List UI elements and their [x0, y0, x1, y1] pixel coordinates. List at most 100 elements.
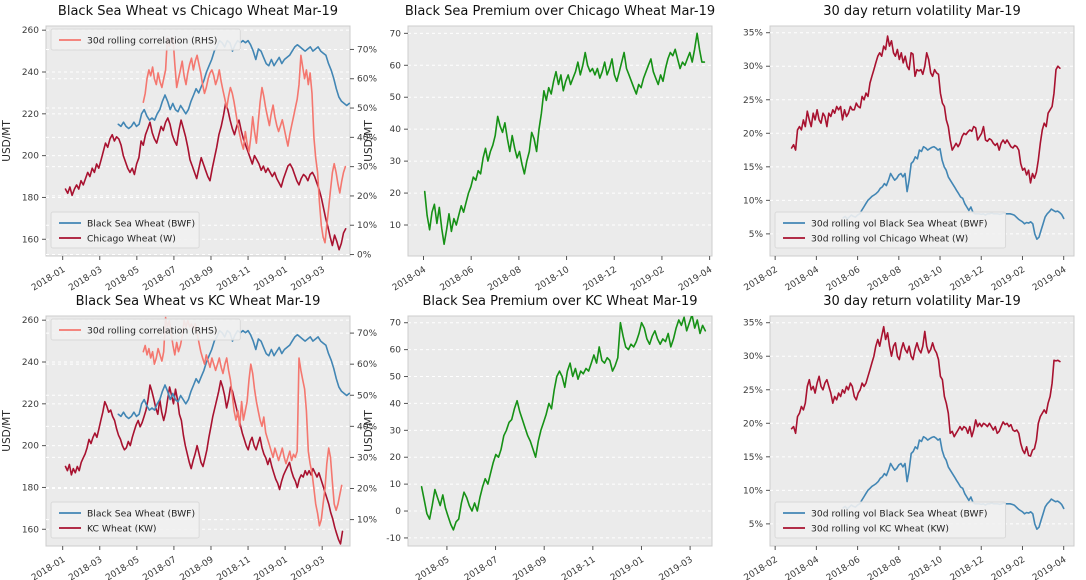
legend-label: Black Sea Wheat (BWF): [87, 509, 195, 520]
svg-text:70%: 70%: [357, 45, 377, 55]
svg-text:2018-10: 2018-10: [907, 555, 944, 580]
series-line: [842, 435, 1065, 530]
svg-text:5%: 5%: [749, 230, 764, 240]
svg-text:200: 200: [22, 152, 39, 162]
y-axis-label: USD/MT: [363, 410, 375, 452]
svg-text:40%: 40%: [357, 422, 377, 432]
svg-text:70%: 70%: [357, 329, 377, 339]
legend-label: KC Wheat (KW): [87, 524, 157, 535]
svg-text:180: 180: [22, 193, 39, 203]
svg-text:20%: 20%: [743, 129, 763, 139]
chart-title: Black Sea Premium over Chicago Wheat Mar…: [404, 4, 716, 19]
chart-premium-over-chicago-wheat: Black Sea Premium over Chicago Wheat Mar…: [362, 0, 724, 293]
series-line: [842, 145, 1065, 240]
svg-text:160: 160: [22, 525, 39, 535]
legend-label: 30d rolling vol Black Sea Wheat (BWF): [811, 219, 987, 230]
legend: 30d rolling vol Black Sea Wheat (BWF) 30d…: [774, 211, 1007, 249]
svg-text:2018-05: 2018-05: [104, 555, 141, 580]
svg-text:2018-03: 2018-03: [67, 555, 104, 580]
svg-text:60%: 60%: [357, 75, 377, 85]
legend: 30d rolling correlation (RHS): [50, 318, 241, 341]
svg-text:20%: 20%: [357, 485, 377, 495]
legend: Black Sea Wheat (BWF) Chicago Wheat (W): [50, 211, 200, 249]
plot-area: [407, 315, 713, 547]
svg-text:220: 220: [22, 400, 39, 410]
y-axis-label: USD/MT: [1, 120, 13, 162]
svg-text:20: 20: [390, 189, 402, 199]
svg-text:2018-05: 2018-05: [414, 555, 451, 580]
svg-text:2018-07: 2018-07: [463, 555, 500, 580]
svg-text:2018-04: 2018-04: [784, 555, 821, 580]
chart-black-sea-vs-chicago-wheat: Black Sea Wheat vs Chicago Wheat Mar-19 …: [0, 0, 377, 293]
chart-title: Black Sea Premium over KC Wheat Mar-19: [422, 294, 698, 309]
svg-text:20: 20: [390, 453, 402, 463]
gridlines: [408, 322, 712, 539]
svg-text:2019-03: 2019-03: [290, 555, 327, 580]
svg-text:30%: 30%: [743, 352, 763, 362]
svg-text:5%: 5%: [749, 520, 764, 530]
svg-text:200: 200: [22, 442, 39, 452]
svg-text:2018-08: 2018-08: [866, 555, 903, 580]
chart-canvas-black-sea-vs-kc: 160 180 200 220 240 260 10% 20% 30% 40% 50% 60% 70% 2…: [1, 315, 377, 580]
chart-canvas-premium-over-kc: -10 0 10 20 30 40 50 60 70 2018-05 2018-07 2018-09 2…: [363, 315, 713, 580]
svg-text:2018-11: 2018-11: [215, 555, 252, 580]
svg-text:240: 240: [22, 68, 39, 78]
svg-text:2019-01: 2019-01: [609, 555, 646, 580]
svg-text:10%: 10%: [743, 196, 763, 206]
svg-text:40: 40: [390, 125, 402, 135]
svg-text:2018-07: 2018-07: [141, 555, 178, 580]
series-group: [423, 32, 706, 245]
chart-canvas-volatility-kc: 5%10%15%20%25%30%35%2018-02 2018-04 2018-0…: [743, 315, 1075, 580]
svg-text:35%: 35%: [743, 29, 763, 39]
y-axis-label: USD/MT: [1, 410, 13, 452]
gridlines: [770, 32, 1074, 235]
series-line: [142, 36, 347, 244]
svg-text:2019-02: 2019-02: [990, 555, 1027, 580]
series-group: [790, 325, 1065, 530]
legend: 30d rolling vol Black Sea Wheat (BWF) 30d…: [774, 501, 1007, 539]
series-group: [790, 35, 1065, 240]
svg-text:2018-06: 2018-06: [825, 555, 862, 580]
svg-text:15%: 15%: [743, 163, 763, 173]
gridlines: [408, 32, 712, 226]
legend-label: Chicago Wheat (W): [87, 234, 176, 245]
svg-text:10%: 10%: [357, 221, 377, 231]
svg-text:40%: 40%: [357, 133, 377, 143]
svg-text:20%: 20%: [357, 192, 377, 202]
svg-text:60: 60: [390, 346, 402, 356]
svg-text:30%: 30%: [743, 62, 763, 72]
chart-title: Black Sea Wheat vs Chicago Wheat Mar-19: [57, 4, 339, 19]
svg-text:30%: 30%: [357, 453, 377, 463]
chart-volatility-kc: 30 day return volatility Mar-19 5% 10% 15%…: [724, 290, 1086, 580]
svg-text:15%: 15%: [743, 453, 763, 463]
series-line: [790, 325, 1061, 457]
chart-volatility-chicago: 30 day return volatility Mar-19 5% 10% 15%…: [724, 0, 1086, 293]
svg-text:160: 160: [22, 235, 39, 245]
series-group: [420, 316, 707, 531]
series-line: [790, 35, 1061, 184]
legend-label: Black Sea Wheat (BWF): [87, 219, 195, 230]
chart-black-sea-vs-kc-wheat: Black Sea Wheat vs KC Wheat Mar-19 160 18…: [0, 290, 377, 580]
series-line: [423, 32, 706, 245]
legend-label: 30d rolling vol KC Wheat (KW): [811, 524, 949, 535]
svg-text:10: 10: [390, 221, 402, 231]
svg-text:10%: 10%: [743, 486, 763, 496]
svg-text:0%: 0%: [357, 251, 372, 261]
series-line: [64, 380, 344, 545]
svg-text:50%: 50%: [357, 104, 377, 114]
chart-title: 30 day return volatility Mar-19: [823, 4, 1021, 19]
legend-label: 30d rolling vol Black Sea Wheat (BWF): [811, 509, 987, 520]
chart-canvas-black-sea-vs-chicago: 160 180 200 220 240 260 0% 10% 20% 30% 40% 50% 60% 70…: [1, 25, 377, 293]
chart-canvas-volatility-chicago: 5%10%15%20%25%30%35%2018-02 2018-04 2018-0…: [743, 25, 1075, 293]
svg-text:25%: 25%: [743, 96, 763, 106]
legend: Black Sea Wheat (BWF) KC Wheat (KW): [50, 501, 200, 539]
legend-label: 30d rolling correlation (RHS): [87, 36, 217, 47]
svg-text:2019-01: 2019-01: [253, 555, 290, 580]
svg-text:50: 50: [390, 93, 402, 103]
svg-text:70: 70: [390, 319, 402, 329]
svg-text:35%: 35%: [743, 319, 763, 329]
legend-label: 30d rolling correlation (RHS): [87, 326, 217, 337]
svg-text:2019-03: 2019-03: [658, 555, 695, 580]
